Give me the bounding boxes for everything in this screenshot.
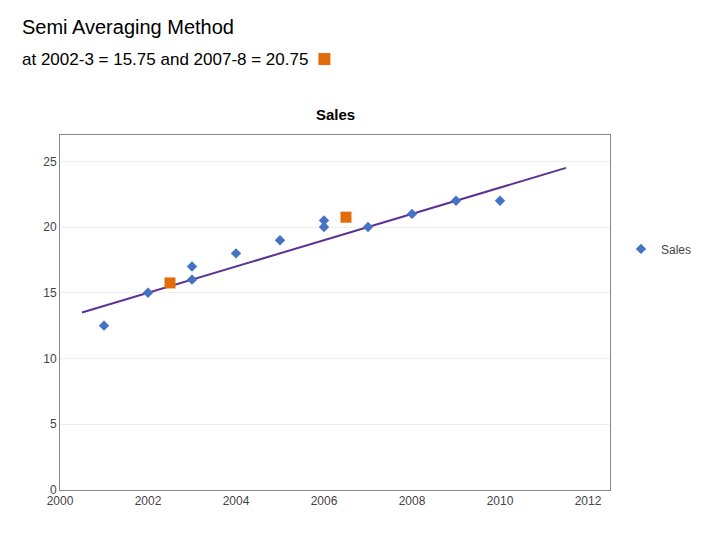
svg-text:2012: 2012 bbox=[575, 494, 602, 508]
svg-text:25: 25 bbox=[43, 155, 57, 169]
svg-text:Semi Averaging Method: Semi Averaging Method bbox=[22, 16, 234, 38]
svg-text:Sales: Sales bbox=[316, 106, 355, 123]
svg-text:20: 20 bbox=[43, 220, 57, 234]
svg-text:0: 0 bbox=[50, 483, 57, 497]
svg-text:2008: 2008 bbox=[399, 494, 426, 508]
svg-text:2006: 2006 bbox=[311, 494, 338, 508]
svg-text:2000: 2000 bbox=[47, 494, 74, 508]
svg-text:Sales: Sales bbox=[661, 243, 691, 257]
svg-text:2010: 2010 bbox=[487, 494, 514, 508]
svg-text:2002: 2002 bbox=[135, 494, 162, 508]
svg-text:10: 10 bbox=[43, 352, 57, 366]
svg-text:5: 5 bbox=[50, 417, 57, 431]
svg-text:at 2002-3 = 15.75 and 2007-8 =: at 2002-3 = 15.75 and 2007-8 = 20.75 bbox=[22, 50, 308, 69]
svg-text:2004: 2004 bbox=[223, 494, 250, 508]
svg-text:15: 15 bbox=[43, 286, 57, 300]
